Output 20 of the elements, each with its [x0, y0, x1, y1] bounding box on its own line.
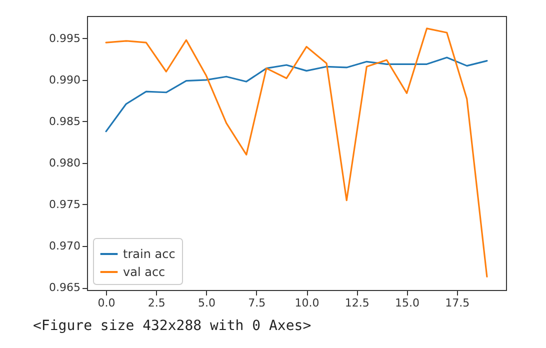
line-series	[105, 56, 488, 132]
x-tick-label: 15.0	[395, 296, 420, 310]
y-tick-label: 0.975	[49, 198, 80, 211]
y-tick-label: 0.995	[49, 32, 80, 45]
y-tick-label: 0.980	[49, 156, 80, 170]
text: <Figure size 432x288 with 0 Axes>	[33, 318, 312, 334]
line-series	[105, 28, 488, 278]
y-tick-label: 0.990	[49, 73, 80, 86]
x-tick-label: 10.0	[294, 296, 320, 310]
x-tick-label: 17.5	[445, 296, 470, 310]
x-tick-label: 12.5	[344, 296, 370, 310]
legend-label: val acc	[123, 265, 166, 279]
x-tick-label: 7.5	[248, 296, 266, 310]
y-tick-label: 0.970	[49, 239, 80, 252]
y-tick-label: 0.965	[49, 281, 80, 294]
x-tick-label: 2.5	[148, 296, 166, 310]
y-tick-label: 0.985	[49, 114, 80, 128]
x-tick-label: 5.0	[198, 296, 216, 310]
x-tick-label: 0.0	[98, 296, 116, 310]
legend-label: train acc	[123, 247, 176, 261]
